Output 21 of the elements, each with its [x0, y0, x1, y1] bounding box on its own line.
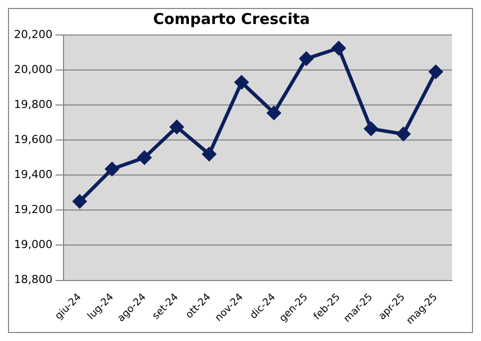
point — [396, 127, 410, 141]
y-tick-label: 19,000 — [14, 238, 52, 252]
point — [300, 52, 314, 66]
y-tick-label: 19,400 — [14, 168, 52, 182]
point — [267, 106, 281, 120]
point — [429, 65, 443, 79]
point — [170, 120, 184, 134]
chart-title: Comparto Crescita — [153, 10, 310, 28]
y-tick-label: 19,600 — [14, 132, 52, 146]
point — [202, 147, 216, 161]
point — [138, 150, 152, 164]
point — [72, 194, 86, 208]
point — [105, 162, 119, 176]
y-tick-label: 19,200 — [14, 203, 52, 216]
point — [332, 41, 346, 55]
y-tick-label: 18,800 — [14, 273, 52, 286]
y-tick-label: 19,800 — [14, 98, 52, 111]
point — [234, 76, 248, 90]
point — [364, 122, 378, 136]
y-tick-label: 20,000 — [14, 62, 52, 76]
y-tick-label: 20,200 — [14, 28, 52, 41]
